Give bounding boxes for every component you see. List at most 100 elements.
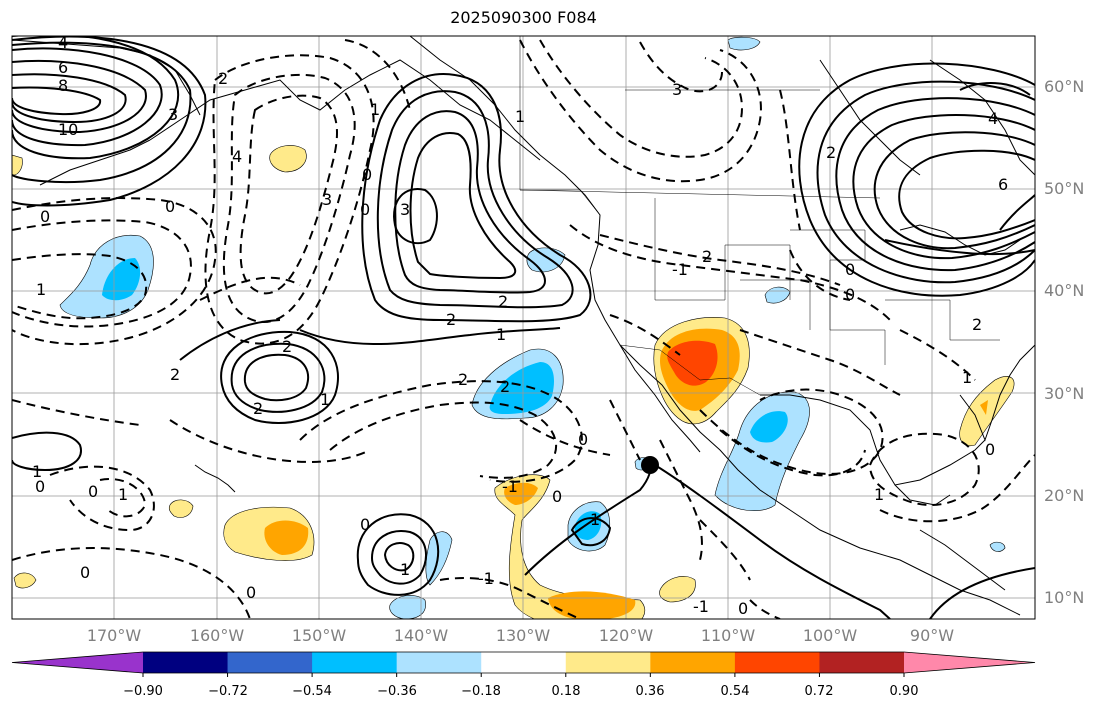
colorbar-tick-label: 0.72 (804, 684, 834, 699)
lon-label: 160°W (189, 626, 245, 645)
colorbar-segment (312, 652, 398, 673)
canada-east-coast (929, 59, 1035, 176)
solid-contours (12, 36, 1035, 619)
contour-label: 0 (40, 207, 50, 226)
lat-label: 20°N (1044, 486, 1085, 505)
contour-label: 1 (32, 462, 42, 481)
contour-label: 4 (232, 147, 242, 166)
contour-label: 2 (170, 365, 180, 384)
colorbar-tick-label: 0.18 (551, 684, 581, 699)
contour-label: 0 (165, 197, 175, 216)
contour-label: 4 (58, 33, 68, 52)
colorbar-tick-label: −0.72 (208, 684, 248, 699)
lat-label: 40°N (1044, 281, 1085, 300)
shaded-anomaly-regions (12, 36, 1015, 619)
contour-label: -1 (672, 260, 688, 279)
contour-label: 0 (246, 583, 256, 602)
colorbar-extend-high (904, 652, 1035, 673)
colorbar-segment (396, 652, 482, 673)
contour-label: 4 (988, 109, 998, 128)
alaska-islands (39, 139, 151, 186)
contour-label: 10 (58, 120, 78, 139)
contour-label: 2 (826, 143, 836, 162)
contour-label: 2 (218, 69, 228, 88)
negative-anomaly-blob-gulf (714, 391, 810, 511)
lon-label: 120°W (598, 626, 654, 645)
colorbar-tick-label: −0.36 (377, 684, 417, 699)
contour-label: 0 (362, 165, 372, 184)
contour-label: 2 (498, 292, 508, 311)
contour-label: 3 (400, 200, 410, 219)
map-title: 2025090300 F084 (450, 8, 597, 27)
lon-label: 110°W (700, 626, 756, 645)
contour-label: 1 (874, 485, 884, 504)
florida-coast (959, 344, 1035, 442)
positive-anomaly-ribbon (494, 474, 645, 619)
contour-label: 0 (845, 285, 855, 304)
contour-label: 0 (738, 599, 748, 618)
colorbar-tick-label: 0.54 (720, 684, 750, 699)
contour-label: 1 (370, 100, 380, 119)
contour-label: 0 (845, 260, 855, 279)
contour-label: 0 (552, 487, 562, 506)
colorbar-segment (481, 652, 567, 673)
colorbar-segment (819, 652, 905, 673)
map-frame (11, 35, 1036, 620)
lon-label: 90°W (909, 626, 955, 645)
contour-label: 1 (590, 510, 600, 529)
colorbar-segment (143, 652, 229, 673)
contour-label: 2 (500, 377, 510, 396)
yucatan (894, 484, 951, 506)
contour-label: 2 (253, 399, 263, 418)
contour-label: 1 (118, 485, 128, 504)
colorbar (11, 651, 1036, 674)
contour-label: 3 (322, 190, 332, 209)
colorbar-tick-label: 0.36 (635, 684, 665, 699)
contour-label: 3 (672, 80, 682, 99)
contour-label: 6 (58, 58, 68, 77)
colorbar-tick-label: −0.90 (123, 684, 163, 699)
lon-label: 140°W (393, 626, 449, 645)
colorbar-segment (734, 652, 820, 673)
contour-label: -1 (502, 477, 518, 496)
north-america-west-coast (409, 36, 1021, 616)
alaska-coast (149, 59, 541, 161)
colorbar-extend-low (12, 652, 143, 673)
contour-label: 1 (36, 280, 46, 299)
location-marker (641, 456, 659, 474)
contour-label: 2 (282, 337, 292, 356)
lat-label: 60°N (1044, 77, 1085, 96)
contour-label: 2 (446, 310, 456, 329)
contour-label: 1 (400, 560, 410, 579)
colorbar-tick-label: 0.90 (889, 684, 919, 699)
colorbar-segment (565, 652, 651, 673)
contour-label: 1 (496, 325, 506, 344)
contour-label: 8 (58, 76, 68, 95)
contour-label: 1 (962, 368, 972, 387)
colorbar-segment (650, 652, 736, 673)
contour-label: -1 (693, 597, 709, 616)
contour-label: 3 (168, 105, 178, 124)
dashed-contours (12, 39, 1035, 619)
siberia-coast (12, 39, 201, 116)
lon-label: 100°W (802, 626, 858, 645)
contour-label: 2 (972, 315, 982, 334)
baja-california (619, 344, 701, 453)
colorbar-tick-label: −0.54 (292, 684, 332, 699)
contour-label: -1 (478, 569, 494, 588)
contour-label: 0 (88, 482, 98, 501)
contour-label: 0 (35, 477, 45, 496)
contour-label: 0 (360, 515, 370, 534)
hudson-bay (819, 59, 921, 176)
contour-label: 0 (985, 440, 995, 459)
central-america-coast (919, 529, 1006, 591)
lat-label: 50°N (1044, 179, 1085, 198)
contour-labels: 4 6 8 10 3 2 4 0 0 3 0 3 1 0 3 2 1 -1 0 … (32, 33, 1008, 618)
lat-label: 30°N (1044, 384, 1085, 403)
colorbar-segment (227, 652, 313, 673)
contour-label: 2 (458, 370, 468, 389)
contour-label: 0 (80, 563, 90, 582)
contour-label: 6 (998, 175, 1008, 194)
lat-label: 10°N (1044, 588, 1085, 607)
